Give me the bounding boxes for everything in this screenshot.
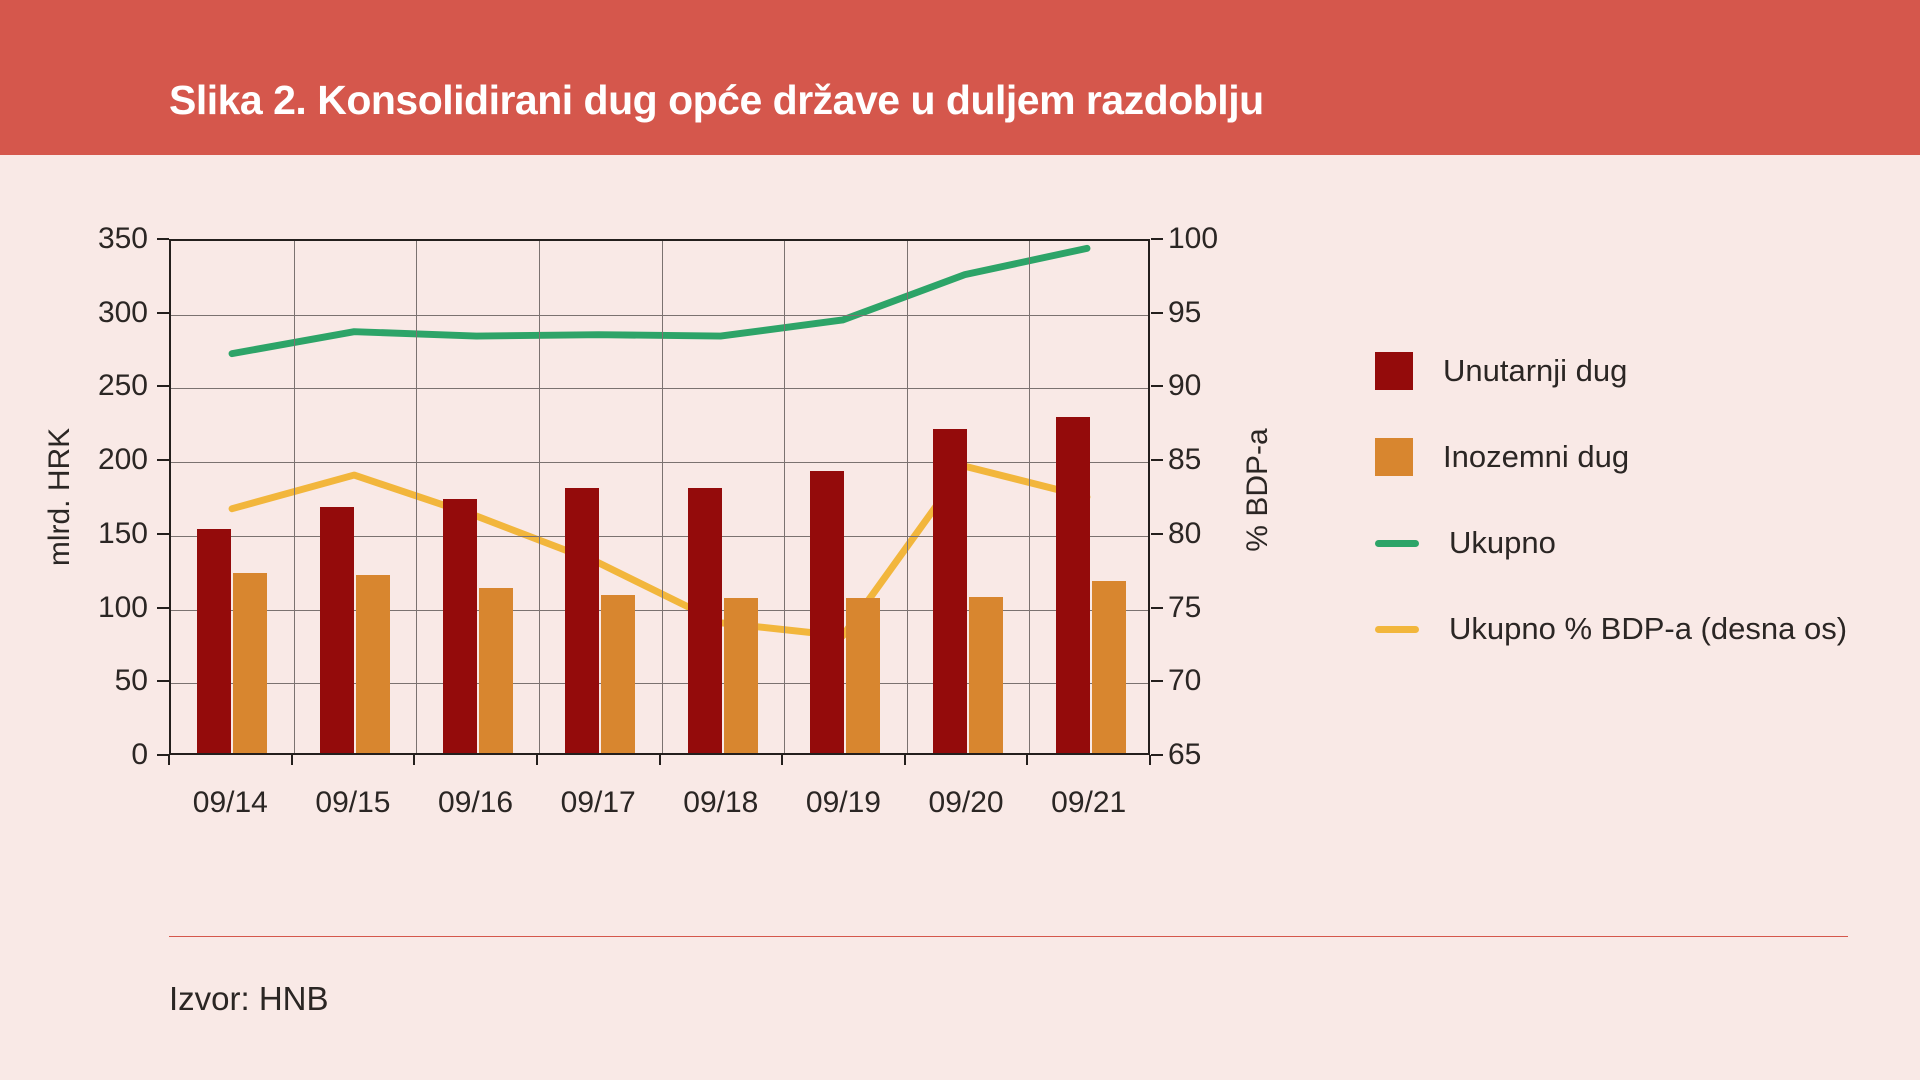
- horizontal-gridline: [171, 462, 1148, 464]
- bar-inozemni-09/21: [1091, 580, 1126, 753]
- horizontal-gridline: [171, 388, 1148, 390]
- legend-swatch-square-red: [1375, 352, 1413, 390]
- legend-label: Ukupno % BDP-a (desna os): [1449, 611, 1848, 646]
- right-axis-tick-label: 75: [1168, 590, 1202, 624]
- bar-unutarnji-09/21: [1055, 416, 1090, 753]
- x-axis-tick: [168, 755, 170, 765]
- header-band: Slika 2. Konsolidirani dug opće države u…: [0, 0, 1920, 155]
- divider-line: [169, 936, 1848, 937]
- left-axis-tick: [157, 754, 169, 756]
- vertical-gridline: [906, 241, 908, 753]
- plot-area: [169, 239, 1150, 755]
- x-axis-tick: [535, 755, 538, 765]
- x-axis-tick: [1026, 755, 1029, 765]
- chart-title: Slika 2. Konsolidirani dug opće države u…: [169, 77, 1264, 123]
- right-axis-tick-label: 100: [1168, 222, 1219, 255]
- x-axis-category-label: 09/15: [315, 786, 391, 819]
- x-axis-category-label: 09/18: [683, 786, 759, 819]
- left-axis-tick-label: 250: [97, 369, 148, 403]
- left-axis-tick-label: 200: [97, 443, 148, 477]
- vertical-gridline: [416, 241, 418, 753]
- right-axis-tick: [1151, 385, 1163, 388]
- right-axis-tick-label: 80: [1168, 516, 1202, 550]
- vertical-gridline: [538, 241, 540, 753]
- bar-unutarnji-09/14: [197, 528, 232, 753]
- bar-unutarnji-09/16: [442, 499, 477, 753]
- bar-inozemni-09/18: [723, 598, 758, 753]
- left-axis-tick: [157, 606, 169, 609]
- left-axis-tick-label: 150: [97, 516, 148, 550]
- left-axis-tick-label: 300: [97, 295, 148, 329]
- horizontal-gridline: [171, 683, 1148, 685]
- bar-inozemni-09/19: [846, 598, 881, 753]
- bar-unutarnji-09/20: [933, 428, 968, 753]
- legend-swatch-line-yellow: [1375, 625, 1419, 633]
- x-axis-category-label: 09/20: [928, 786, 1004, 819]
- legend-label: Unutarnji dug: [1443, 353, 1628, 388]
- bar-inozemni-09/14: [233, 573, 268, 753]
- x-axis-tick: [658, 755, 661, 765]
- bar-inozemni-09/20: [969, 596, 1004, 753]
- x-axis-category-label: 09/16: [438, 786, 514, 819]
- right-axis-tick-label: 65: [1168, 738, 1202, 771]
- right-axis-tick: [1151, 754, 1163, 756]
- vertical-gridline: [784, 241, 786, 753]
- legend-label: Ukupno: [1449, 525, 1556, 560]
- line-ukupno: [228, 244, 1091, 358]
- x-axis-tick: [903, 755, 906, 765]
- right-axis-tick-label: 95: [1168, 295, 1202, 329]
- source-text: Izvor: HNB: [169, 980, 329, 1017]
- right-axis-tick: [1151, 238, 1163, 240]
- x-axis-tick: [413, 755, 416, 765]
- legend-item-ukupno-pct-bdp: Ukupno % BDP-a (desna os): [1375, 610, 1847, 648]
- bar-inozemni-09/15: [355, 574, 390, 753]
- right-axis-tick-label: 70: [1168, 664, 1202, 698]
- vertical-gridline: [1029, 241, 1031, 753]
- vertical-gridline: [293, 241, 295, 753]
- left-axis-tick-label: 50: [114, 664, 148, 698]
- left-axis-tick: [157, 311, 169, 314]
- right-axis-tick: [1151, 606, 1163, 609]
- left-axis-tick: [157, 238, 169, 240]
- legend-item-inozemni-dug: Inozemni dug: [1375, 438, 1847, 476]
- bar-unutarnji-09/18: [687, 487, 722, 753]
- x-axis-category-label: 09/14: [192, 786, 268, 819]
- left-axis-tick: [157, 680, 169, 683]
- legend-swatch-line-green: [1375, 539, 1419, 547]
- bar-unutarnji-09/17: [565, 487, 600, 753]
- bar-inozemni-09/16: [478, 587, 513, 753]
- left-axis-tick: [157, 532, 169, 535]
- horizontal-gridline: [171, 609, 1148, 611]
- vertical-gridline: [661, 241, 663, 753]
- left-axis-tick: [157, 385, 169, 388]
- left-axis-tick-label: 100: [97, 590, 148, 624]
- bar-inozemni-09/17: [601, 595, 636, 753]
- legend-item-unutarnji-dug: Unutarnji dug: [1375, 352, 1847, 390]
- x-axis-category-label: 09/17: [560, 786, 636, 819]
- bar-unutarnji-09/19: [810, 471, 845, 753]
- x-axis-category-label: 09/19: [805, 786, 881, 819]
- right-axis-tick: [1151, 532, 1163, 535]
- horizontal-gridline: [171, 314, 1148, 316]
- right-axis-tick: [1151, 311, 1163, 314]
- x-axis-tick: [781, 755, 784, 765]
- x-axis-tick: [1149, 755, 1151, 765]
- left-axis-tick-label: 350: [97, 222, 148, 255]
- legend-swatch-square-orange: [1375, 438, 1413, 476]
- right-axis-tick-label: 85: [1168, 443, 1202, 477]
- right-axis-tick-label: 90: [1168, 369, 1202, 403]
- left-axis-tick-label: 0: [131, 738, 148, 771]
- x-axis-category-label: 09/21: [1051, 786, 1127, 819]
- horizontal-gridline: [171, 535, 1148, 537]
- legend: Unutarnji dug Inozemni dug Ukupno Ukupno…: [1375, 352, 1847, 696]
- legend-item-ukupno: Ukupno: [1375, 524, 1847, 562]
- bar-unutarnji-09/15: [319, 506, 354, 753]
- legend-label: Inozemni dug: [1443, 439, 1630, 474]
- right-axis-tick: [1151, 680, 1163, 683]
- right-axis-tick: [1151, 459, 1163, 462]
- left-axis-tick: [157, 459, 169, 462]
- x-axis-tick: [290, 755, 293, 765]
